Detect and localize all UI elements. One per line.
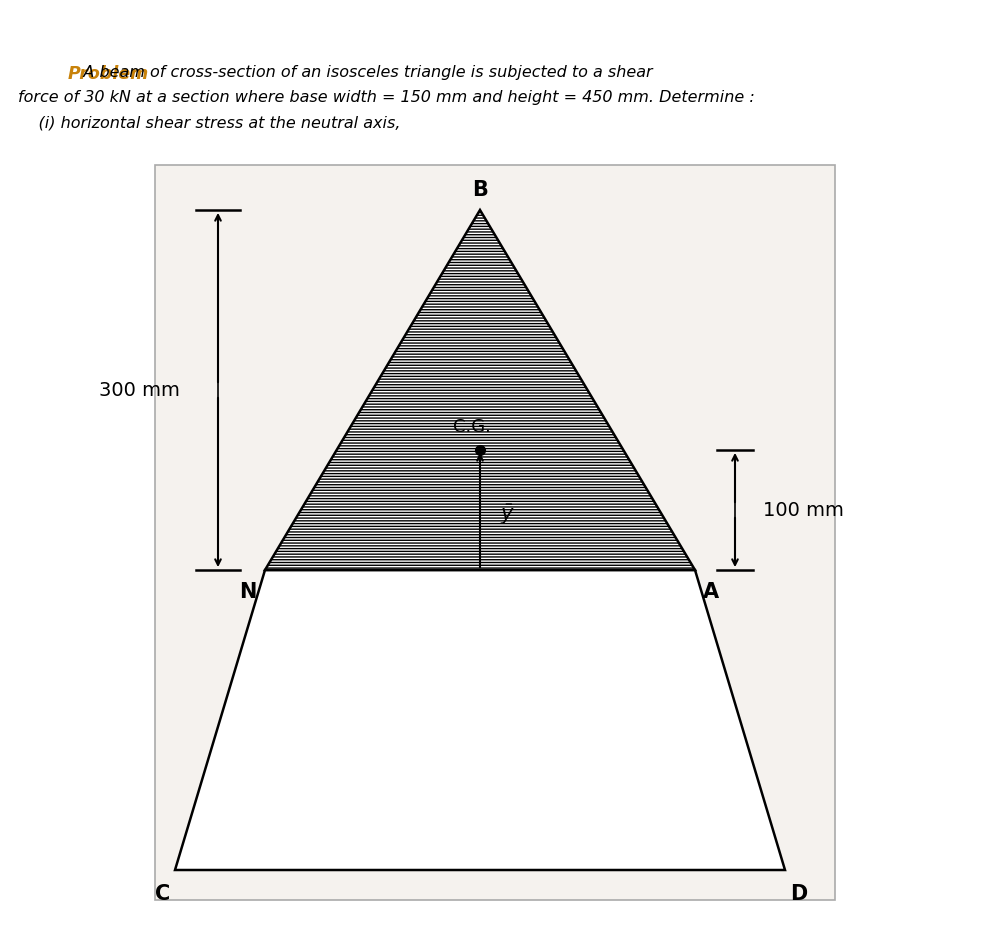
Text: (i) horizontal shear stress at the neutral axis,: (i) horizontal shear stress at the neutr… [18, 115, 401, 130]
Text: $\bar{y}$: $\bar{y}$ [500, 502, 515, 527]
Text: force of 30 kN at a section where base width = 150 mm and height = 450 mm. Deter: force of 30 kN at a section where base w… [18, 90, 755, 105]
Polygon shape [175, 570, 785, 870]
Text: C.G.: C.G. [453, 418, 491, 436]
Bar [155, 165, 835, 900]
Text: 300 mm: 300 mm [99, 380, 180, 400]
Polygon shape [265, 210, 695, 570]
Text: A: A [703, 582, 719, 602]
Text: Problem: Problem [68, 65, 149, 83]
Text: 100 mm: 100 mm [763, 501, 844, 519]
Text: D: D [790, 884, 808, 904]
Text: N: N [239, 582, 257, 602]
Text: A beam of cross-section of an isosceles triangle is subjected to a shear: A beam of cross-section of an isosceles … [68, 65, 652, 80]
Text: C: C [154, 884, 170, 904]
Text: B: B [472, 180, 488, 200]
